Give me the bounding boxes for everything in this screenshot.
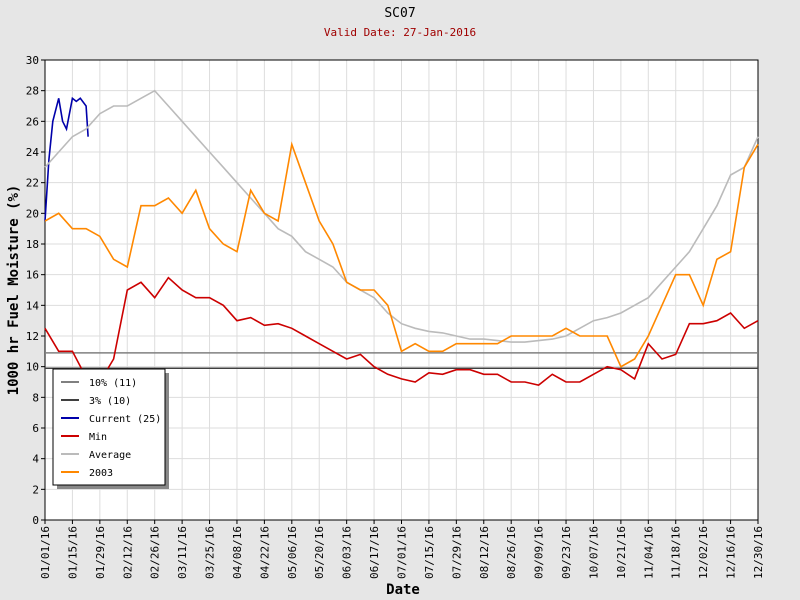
x-tick-label: 07/29/16 — [450, 526, 463, 579]
y-tick-label: 2 — [32, 483, 39, 496]
x-tick-label: 02/12/16 — [121, 526, 134, 579]
legend-box — [52, 368, 166, 486]
y-tick-label: 6 — [32, 422, 39, 435]
y-tick-label: 24 — [26, 146, 40, 159]
y-tick-label: 30 — [26, 54, 39, 67]
legend-label: 10% (11) — [89, 378, 137, 389]
x-tick-label: 02/26/16 — [149, 526, 162, 579]
x-tick-label: 06/03/16 — [341, 526, 354, 579]
x-tick-label: 05/20/16 — [313, 526, 326, 579]
x-tick-label: 11/18/16 — [670, 526, 683, 579]
x-tick-label: 08/26/16 — [505, 526, 518, 579]
chart-subtitle: Valid Date: 27-Jan-2016 — [324, 26, 476, 39]
x-tick-label: 03/25/16 — [204, 526, 217, 579]
y-tick-label: 18 — [26, 238, 39, 251]
legend-label: 3% (10) — [89, 396, 131, 407]
y-axis-label: 1000 hr Fuel Moisture (%) — [6, 185, 22, 396]
x-tick-label: 06/17/16 — [368, 526, 381, 579]
x-tick-label: 10/21/16 — [615, 526, 628, 579]
x-tick-label: 12/30/16 — [752, 526, 765, 579]
x-tick-label: 07/01/16 — [396, 526, 409, 579]
y-tick-label: 14 — [26, 299, 40, 312]
y-tick-label: 4 — [32, 453, 39, 466]
x-tick-label: 10/07/16 — [587, 526, 600, 579]
x-tick-label: 01/29/16 — [94, 526, 107, 579]
x-tick-label: 01/15/16 — [66, 526, 79, 579]
x-tick-label: 11/04/16 — [642, 526, 655, 579]
x-tick-label: 05/06/16 — [286, 526, 299, 579]
series-line — [44, 141, 759, 368]
chart-title: SC07 — [384, 6, 415, 21]
x-tick-label: 09/09/16 — [533, 526, 546, 579]
y-tick-label: 22 — [26, 177, 39, 190]
y-tick-label: 8 — [32, 391, 39, 404]
legend-label: 2003 — [89, 468, 113, 479]
y-tick-label: 20 — [26, 207, 39, 220]
legend-label: Current (25) — [89, 414, 161, 425]
legend-label: Min — [89, 432, 107, 443]
x-tick-label: 04/22/16 — [258, 526, 271, 579]
x-tick-label: 04/08/16 — [231, 526, 244, 579]
series-line — [44, 89, 759, 343]
y-tick-label: 28 — [26, 85, 39, 98]
legend-label: Average — [89, 450, 131, 461]
y-tick-label: 12 — [26, 330, 39, 343]
series-line — [44, 96, 89, 222]
y-tick-label: 26 — [26, 115, 39, 128]
series-line — [44, 276, 759, 386]
x-tick-label: 12/02/16 — [697, 526, 710, 579]
x-tick-label: 09/23/16 — [560, 526, 573, 579]
x-tick-label: 12/16/16 — [725, 526, 738, 579]
x-tick-label: 07/15/16 — [423, 526, 436, 579]
x-tick-label: 03/11/16 — [176, 526, 189, 579]
x-tick-label: 08/12/16 — [478, 526, 491, 579]
y-tick-label: 0 — [32, 514, 39, 527]
plot-frame — [44, 59, 759, 521]
x-tick-label: 01/01/16 — [39, 526, 52, 579]
y-tick-label: 16 — [26, 269, 39, 282]
y-tick-label: 10 — [26, 361, 39, 374]
x-axis-label: Date — [386, 582, 420, 598]
